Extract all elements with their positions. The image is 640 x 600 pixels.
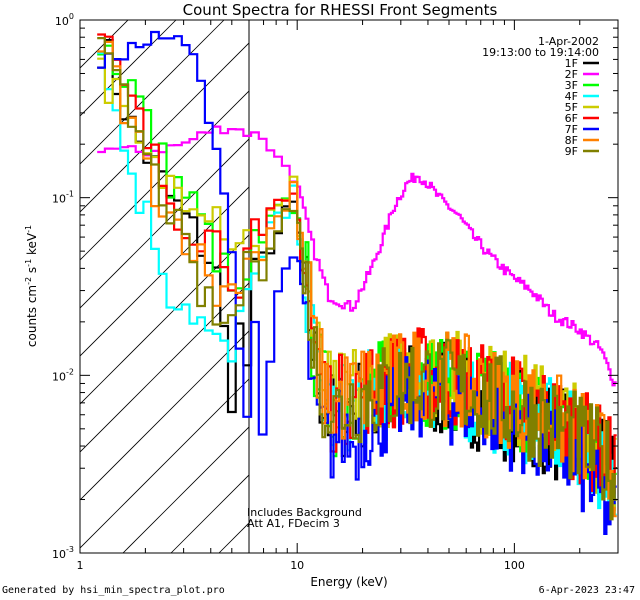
y-label-exp-3: -1: [24, 225, 33, 233]
y-tick-base: 10: [52, 548, 66, 561]
legend-time-range: 19:13:00 to 19:14:00: [482, 46, 599, 59]
footer-generated-by: Generated by hsi_min_spectra_plot.pro: [2, 585, 225, 596]
legend-label-2F: 2F: [565, 68, 578, 81]
chart-title: Count Spectra for RHESSI Front Segments: [183, 1, 498, 19]
hatch-line: [80, 138, 250, 309]
legend-label-7F: 7F: [565, 123, 578, 136]
hatch-line: [80, 186, 250, 357]
y-label-part-2: s: [25, 267, 39, 277]
legend-label-8F: 8F: [565, 134, 578, 147]
x-axis-label: Energy (keV): [310, 575, 387, 589]
y-tick-label: 10-3: [52, 545, 74, 561]
y-tick-exponent: -2: [66, 367, 74, 376]
hatch-line: [122, 426, 250, 553]
y-tick-exponent: -1: [66, 190, 74, 199]
hatch-line: [80, 20, 177, 117]
footer-timestamp: 6-Apr-2023 23:47: [539, 585, 635, 596]
y-axis-label: counts cm-2 s-1 keV-1: [24, 225, 39, 347]
x-tick-label: 1: [77, 559, 84, 572]
legend-label-6F: 6F: [565, 112, 578, 125]
plot-frame: [79, 19, 619, 554]
y-tick-label: 100: [55, 12, 74, 28]
x-tick-label: 10: [290, 559, 304, 572]
y-tick-exponent: 0: [69, 12, 74, 21]
series-group: [97, 30, 617, 535]
y-label-exp-2: -1: [24, 259, 33, 267]
y-tick-label: 10-2: [52, 367, 74, 383]
legend-date: 1-Apr-2002: [538, 35, 599, 48]
annotation-background: Includes Background: [247, 506, 362, 519]
x-tick-label: 100: [504, 559, 525, 572]
y-tick-base: 10: [52, 370, 66, 383]
legend-label-4F: 4F: [565, 90, 578, 103]
y-tick-label: 10-1: [52, 190, 74, 206]
hatch-line: [80, 90, 250, 261]
hatch-line: [80, 282, 250, 453]
legend-label-5F: 5F: [565, 101, 578, 114]
hatch-line: [80, 378, 250, 549]
axis-ticks: [79, 19, 619, 554]
y-label-exp-1: -2: [24, 277, 33, 285]
hatch-line: [80, 330, 250, 501]
hatch-line: [80, 42, 250, 213]
y-label-part-1: counts cm: [25, 285, 39, 347]
legend-label-3F: 3F: [565, 79, 578, 92]
y-tick-base: 10: [52, 193, 66, 206]
legend-label-1F: 1F: [565, 57, 578, 70]
annotation-attenuator: Att A1, FDecim 3: [247, 517, 340, 530]
y-tick-base: 10: [55, 15, 69, 28]
y-label-part-3: keV: [25, 232, 39, 259]
legend-label-9F: 9F: [565, 145, 578, 158]
series-2F-line: [97, 125, 617, 387]
y-tick-exponent: -3: [66, 545, 74, 554]
series-9F-line: [97, 37, 617, 521]
